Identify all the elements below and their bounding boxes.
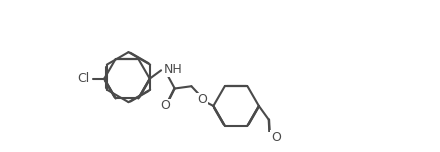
Text: O: O xyxy=(197,93,207,106)
Text: Cl: Cl xyxy=(77,72,90,85)
Text: O: O xyxy=(271,131,281,143)
Text: NH: NH xyxy=(163,63,182,76)
Text: O: O xyxy=(161,99,171,112)
